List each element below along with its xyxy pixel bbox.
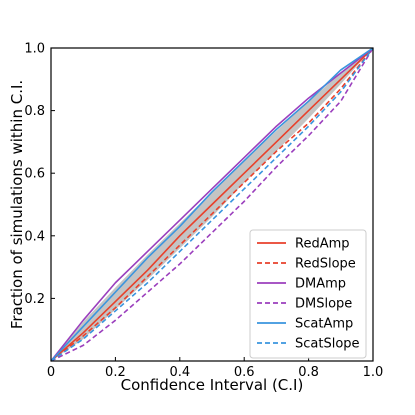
y-tick-label: 1.0 [24,42,45,57]
x-axis-label: Confidence Interval (C.I) [121,376,304,394]
x-tick-label: 1.0 [363,365,384,380]
axes-frame [50,47,374,362]
x-tick-label: 0 [47,365,55,380]
legend-label: ScatAmp [295,317,353,332]
x-tick-label: 0.6 [234,365,255,380]
y-tick-label: 0.6 [24,167,45,182]
legend-label: DMAmp [295,277,346,292]
y-axis-ticks: 0.2 0.4 0.6 0.8 1.0 [24,42,55,307]
legend-label: ScatSlope [295,337,360,352]
x-axis-ticks: 0 0.2 0.4 0.6 0.8 1.0 [47,357,383,380]
y-axis-label: Fraction of simulations within C.I. [8,80,26,329]
legend-label: DMSlope [295,297,352,312]
legend: RedAmp RedSlope DMAmp DMSlope ScatAmp ScatSlo… [249,229,367,359]
y-tick-label: 0.8 [24,104,45,119]
plot-area [50,47,374,362]
legend-box [249,229,367,359]
x-tick-label: 0.4 [169,365,190,380]
y-tick-label: 0.2 [24,292,45,307]
series-line-scatslope [50,47,374,362]
series-line-redslope [50,47,374,362]
legend-label: RedSlope [295,257,356,272]
x-tick-label: 0.2 [105,365,126,380]
legend-label: RedAmp [295,237,350,252]
y-tick-label: 0.4 [24,229,45,244]
x-tick-label: 0.8 [298,365,319,380]
series-line-redamp [50,47,374,362]
series-line-scatamp [50,47,374,362]
